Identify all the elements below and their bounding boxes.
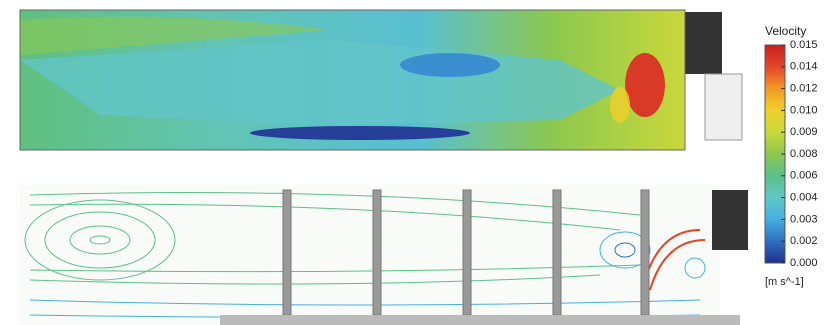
colorbar-tick-label: 0.000 bbox=[790, 257, 818, 269]
colorbar-tick-label: 0.004 bbox=[790, 192, 818, 204]
colorbar-tick-label: 0.002 bbox=[790, 235, 818, 247]
colorbar-tick-label: 0.010 bbox=[790, 104, 818, 116]
streamline-field bbox=[20, 185, 748, 325]
colorbar-tick-label: 0.012 bbox=[790, 83, 818, 95]
colorbar-tick-label: 0.014 bbox=[790, 61, 818, 73]
colorbar-tick-label: 0.009 bbox=[790, 126, 818, 138]
colorbar-tick-label: 0.003 bbox=[790, 213, 818, 225]
figure: Velocity [m s^-1] 0.000 0.002 0.003 0.004 0.… bbox=[0, 0, 840, 325]
colorbar-tick-label: 0.015 bbox=[790, 39, 818, 51]
colorbar-title: Velocity bbox=[765, 24, 806, 38]
colorbar-tick-label: 0.008 bbox=[790, 148, 818, 160]
colorbar-unit: [m s^-1] bbox=[765, 276, 804, 288]
velocity-field bbox=[20, 10, 742, 150]
colorbar-tick-label: 0.006 bbox=[790, 170, 818, 182]
